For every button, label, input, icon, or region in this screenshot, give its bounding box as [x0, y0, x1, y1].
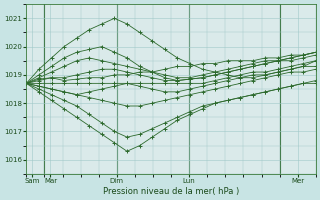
X-axis label: Pression niveau de la mer( hPa ): Pression niveau de la mer( hPa ) [103, 187, 239, 196]
